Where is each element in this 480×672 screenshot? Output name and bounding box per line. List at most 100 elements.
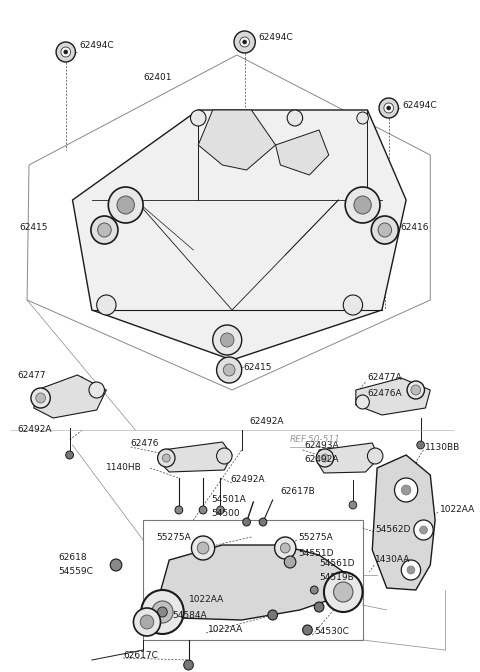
Circle shape <box>91 216 118 244</box>
Circle shape <box>133 608 160 636</box>
Text: 62477A: 62477A <box>367 374 402 382</box>
Polygon shape <box>372 455 435 590</box>
Text: 1430AA: 1430AA <box>375 556 410 564</box>
Text: 62494C: 62494C <box>79 40 114 50</box>
Text: 55275A: 55275A <box>298 534 333 542</box>
Circle shape <box>354 196 372 214</box>
Circle shape <box>303 625 312 635</box>
Circle shape <box>387 106 391 110</box>
Circle shape <box>321 454 329 462</box>
Circle shape <box>420 526 427 534</box>
Circle shape <box>184 660 193 670</box>
Circle shape <box>97 223 111 237</box>
Circle shape <box>311 586 318 594</box>
Text: 62416: 62416 <box>400 224 429 233</box>
Circle shape <box>334 582 353 602</box>
Circle shape <box>157 607 167 617</box>
Text: 54584A: 54584A <box>172 610 207 620</box>
Text: 62617B: 62617B <box>280 487 315 497</box>
Circle shape <box>268 610 277 620</box>
Text: 54561D: 54561D <box>319 558 355 567</box>
Circle shape <box>314 602 324 612</box>
Text: 62492A: 62492A <box>305 456 339 464</box>
Text: 1022AA: 1022AA <box>208 626 243 634</box>
Circle shape <box>411 385 420 395</box>
Circle shape <box>379 98 398 118</box>
Circle shape <box>152 601 173 623</box>
Circle shape <box>324 572 362 612</box>
Circle shape <box>243 40 247 44</box>
Circle shape <box>343 295 362 315</box>
Circle shape <box>223 364 235 376</box>
Circle shape <box>372 216 398 244</box>
Polygon shape <box>156 545 348 620</box>
Circle shape <box>216 448 232 464</box>
Circle shape <box>356 395 370 409</box>
Text: 54562D: 54562D <box>375 526 410 534</box>
Text: 62494C: 62494C <box>402 101 437 110</box>
Circle shape <box>384 103 394 113</box>
Circle shape <box>117 196 134 214</box>
Circle shape <box>199 506 207 514</box>
Text: 1140HB: 1140HB <box>107 464 142 472</box>
Text: 1022AA: 1022AA <box>440 505 475 515</box>
Text: 62476A: 62476A <box>367 388 402 398</box>
Text: 62492A: 62492A <box>250 417 284 427</box>
Polygon shape <box>276 130 329 175</box>
Circle shape <box>66 451 73 459</box>
Polygon shape <box>317 443 379 473</box>
Circle shape <box>110 559 122 571</box>
Circle shape <box>243 518 251 526</box>
Circle shape <box>407 381 424 399</box>
Text: 1130BB: 1130BB <box>425 444 461 452</box>
Text: 1022AA: 1022AA <box>189 595 224 605</box>
Circle shape <box>175 506 183 514</box>
Circle shape <box>367 448 383 464</box>
Text: 62476: 62476 <box>131 439 159 448</box>
Text: 54551D: 54551D <box>298 548 333 558</box>
Circle shape <box>89 382 105 398</box>
Circle shape <box>191 110 206 126</box>
Text: 54530C: 54530C <box>314 628 349 636</box>
Circle shape <box>401 560 420 580</box>
Text: 54519B: 54519B <box>319 573 354 583</box>
Polygon shape <box>72 110 406 360</box>
Text: 62401: 62401 <box>143 73 172 83</box>
Circle shape <box>349 501 357 509</box>
Circle shape <box>275 537 296 559</box>
Polygon shape <box>159 442 232 472</box>
Circle shape <box>401 485 411 495</box>
Circle shape <box>417 441 424 449</box>
Text: 54500: 54500 <box>211 509 240 517</box>
Circle shape <box>140 615 154 629</box>
Circle shape <box>284 556 296 568</box>
Circle shape <box>240 37 250 47</box>
Circle shape <box>259 518 267 526</box>
Circle shape <box>192 536 215 560</box>
Circle shape <box>345 187 380 223</box>
Text: 62492A: 62492A <box>17 425 52 435</box>
Text: 62493A: 62493A <box>305 441 339 450</box>
Circle shape <box>31 388 50 408</box>
Circle shape <box>316 449 334 467</box>
Circle shape <box>216 506 224 514</box>
Bar <box>143 520 362 640</box>
Circle shape <box>378 223 392 237</box>
Text: REF.50-511: REF.50-511 <box>290 435 341 444</box>
Text: 62415: 62415 <box>244 364 272 372</box>
Text: 54501A: 54501A <box>211 495 246 505</box>
Text: 62618: 62618 <box>58 554 87 562</box>
Circle shape <box>36 393 46 403</box>
Text: 62477: 62477 <box>17 372 46 380</box>
Circle shape <box>412 488 420 496</box>
Circle shape <box>407 566 415 574</box>
Circle shape <box>162 454 170 462</box>
Text: 62617C: 62617C <box>124 650 159 659</box>
Polygon shape <box>356 378 430 415</box>
Circle shape <box>395 478 418 502</box>
Polygon shape <box>27 55 430 390</box>
Text: 55275A: 55275A <box>156 534 192 542</box>
Circle shape <box>197 542 209 554</box>
Circle shape <box>141 590 184 634</box>
Text: 62415: 62415 <box>19 224 48 233</box>
